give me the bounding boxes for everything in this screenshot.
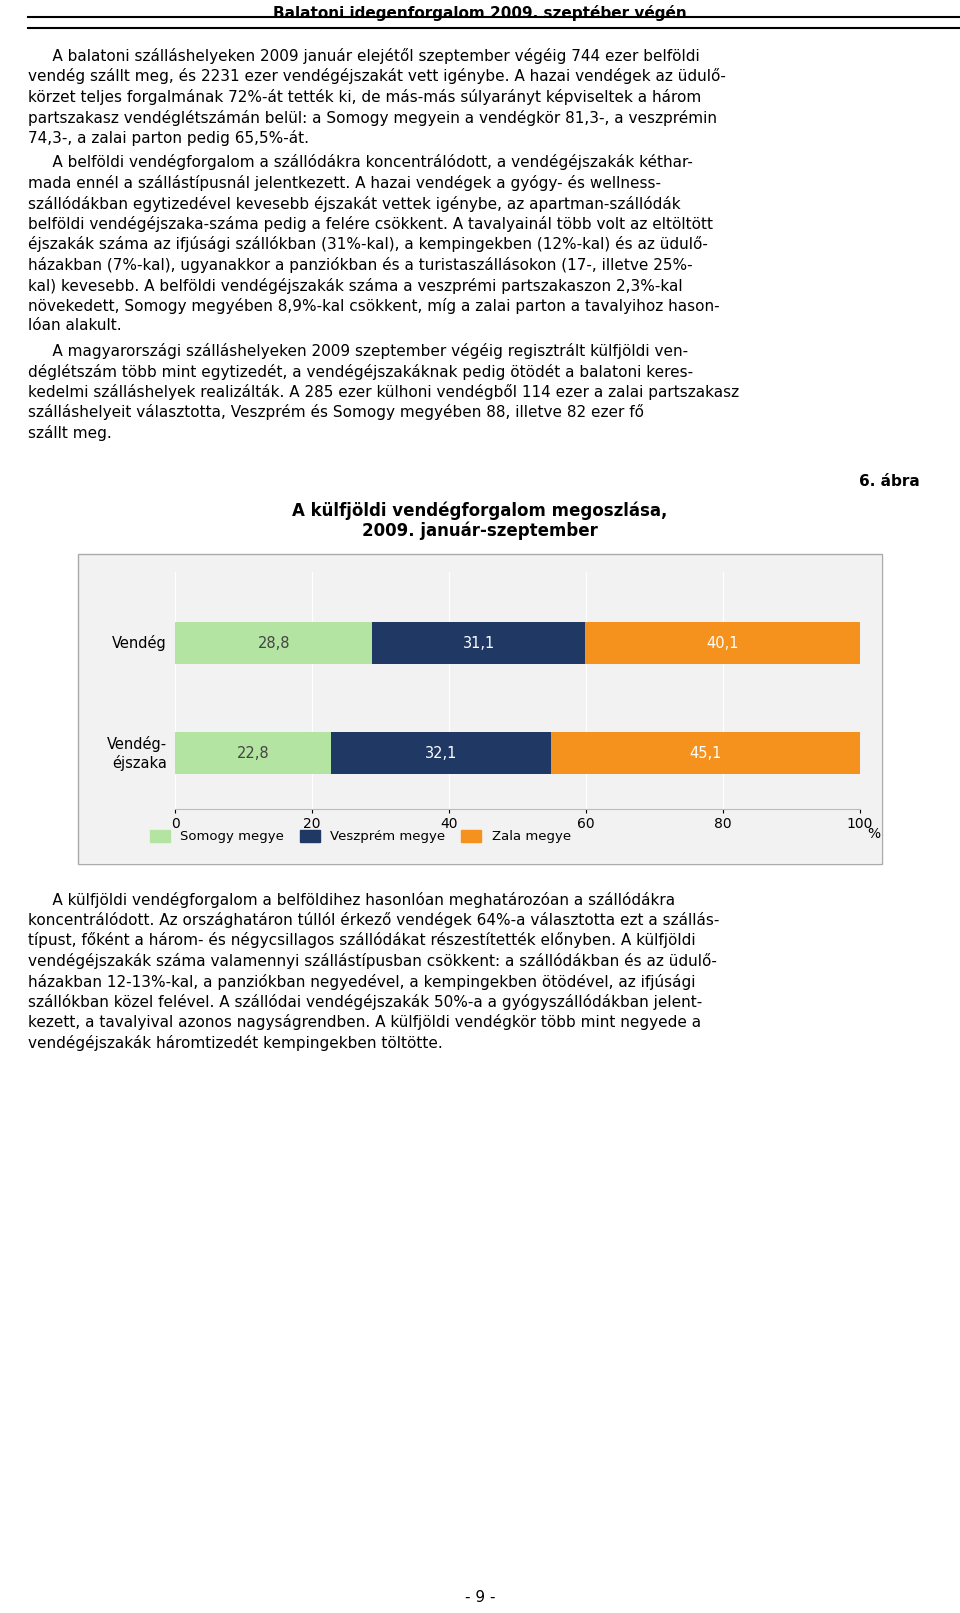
Text: vendégéjszakák háromtizedét kempingekben töltötte.: vendégéjszakák háromtizedét kempingekben… — [28, 1036, 443, 1052]
Text: A belföldi vendégforgalom a szállódákra koncentrálódott, a vendégéjszakák kéthar: A belföldi vendégforgalom a szállódákra … — [28, 155, 693, 171]
Text: vendégéjszakák száma valamennyi szállástípusban csökkent: a szállódákban és az ü: vendégéjszakák száma valamennyi szállást… — [28, 953, 717, 969]
Text: 31,1: 31,1 — [463, 636, 495, 650]
Text: szállódákban egytizedével kevesebb éjszakát vettek igénybe, az apartman-szállódá: szállódákban egytizedével kevesebb éjsza… — [28, 195, 681, 211]
Text: éjszakák száma az ifjúsági szállókban (31%-kal), a kempingekben (12%-kal) és az : éjszakák száma az ifjúsági szállókban (3… — [28, 237, 708, 253]
Text: belföldi vendégéjszaka-száma pedig a felére csökkent. A tavalyainál több volt az: belföldi vendégéjszaka-száma pedig a fel… — [28, 216, 713, 232]
Text: 28,8: 28,8 — [257, 636, 290, 650]
Text: kezett, a tavalyival azonos nagyságrendben. A külfjöldi vendégkör több mint negy: kezett, a tavalyival azonos nagyságrendb… — [28, 1015, 701, 1031]
Text: - 9 -: - 9 - — [465, 1590, 495, 1605]
Text: házakban 12-13%-kal, a panziókban negyedével, a kempingekben ötödével, az ifj: házakban 12-13%-kal, a panziókban negye… — [28, 974, 695, 989]
Bar — [175, 623, 372, 665]
Text: A magyarországi szálláshelyeken 2009 szeptember végéig regisztrált külfjöldi ven: A magyarországi szálláshelyeken 2009 sze… — [28, 344, 688, 360]
Text: A külfjöldi vendégforgalom megoszlása,: A külfjöldi vendégforgalom megoszlása, — [292, 502, 668, 519]
Text: koncentrálódott. Az országhatáron túllól érkező vendégek 64%-a választotta ezt a: koncentrálódott. Az országhatáron túllól… — [28, 911, 719, 927]
Text: szálláshelyeit választotta, Veszprém és Somogy megyében 88, illetve 82 ezer fő: szálláshelyeit választotta, Veszprém és … — [28, 405, 644, 421]
Text: típust, főként a három- és négycsillagos szállódákat részestítették előnyben. A : típust, főként a három- és négycsillagos… — [28, 932, 696, 948]
Legend: Somogy megye, Veszprém megye, Zala megye: Somogy megye, Veszprém megye, Zala megye — [145, 824, 576, 848]
Bar — [551, 732, 860, 774]
Text: 40,1: 40,1 — [707, 636, 739, 650]
Text: déglétszám több mint egytizedét, a vendégéjszakáknak pedig ötödét a balatoni ker: déglétszám több mint egytizedét, a vendé… — [28, 363, 693, 379]
Text: lóan alakult.: lóan alakult. — [28, 318, 122, 334]
Text: 6. ábra: 6. ábra — [859, 474, 920, 489]
Text: 45,1: 45,1 — [689, 745, 722, 761]
Text: A külfjöldi vendégforgalom a belföldihez hasonlóan meghatározóan a szállódákra: A külfjöldi vendégforgalom a belföldihez… — [28, 892, 675, 908]
Text: házakban (7%-kal), ugyanakkor a panziókban és a turistaszállásokon (17-, illetv: házakban (7%-kal), ugyanakkor a panziók… — [28, 256, 692, 273]
Bar — [372, 623, 586, 665]
Text: 2009. január-szeptember: 2009. január-szeptember — [362, 521, 598, 540]
Text: kal) kevesebb. A belföldi vendégéjszakák száma a veszprémi partszakaszon 2,3%-ka: kal) kevesebb. A belföldi vendégéjszakák… — [28, 277, 683, 294]
Text: partszakasz vendéglétszámán belül: a Somogy megyein a vendégkör 81,3-, a veszpré: partszakasz vendéglétszámán belül: a Som… — [28, 110, 717, 126]
Text: körzet teljes forgalmának 72%-át tették ki, de más-más súlyarányt képviseltek a : körzet teljes forgalmának 72%-át tették … — [28, 89, 701, 105]
Text: mada ennél a szállástípusnál jelentkezett. A hazai vendégek a gyógy- és wellness: mada ennél a szállástípusnál jelentkezet… — [28, 174, 661, 190]
Text: vendég szállt meg, és 2231 ezer vendégéjszakát vett igénybe. A hazai vendégek az: vendég szállt meg, és 2231 ezer vendégéj… — [28, 68, 726, 84]
Text: 22,8: 22,8 — [237, 745, 270, 761]
Text: %: % — [867, 827, 880, 842]
Bar — [175, 732, 331, 774]
Text: 74,3-, a zalai parton pedig 65,5%-át.: 74,3-, a zalai parton pedig 65,5%-át. — [28, 131, 309, 147]
Bar — [331, 732, 551, 774]
Text: kedelmi szálláshelyek realizálták. A 285 ezer külhoni vendégből 114 ezer a zalai: kedelmi szálláshelyek realizálták. A 285… — [28, 384, 739, 400]
Text: A balatoni szálláshelyeken 2009 január elejétől szeptember végéig 744 ezer belfö: A balatoni szálláshelyeken 2009 január e… — [28, 48, 700, 65]
Text: szállókban közel felével. A szállódai vendégéjszakák 50%-a a gyógyszállódákban j: szállókban közel felével. A szállódai ve… — [28, 994, 703, 1010]
Bar — [586, 623, 860, 665]
Text: Balatoni idegenforgalom 2009. szeptéber végén: Balatoni idegenforgalom 2009. szeptéber … — [274, 5, 686, 21]
Text: 32,1: 32,1 — [425, 745, 457, 761]
Text: növekedett, Somogy megyében 8,9%-kal csökkent, míg a zalai parton a tavalyihoz h: növekedett, Somogy megyében 8,9%-kal csö… — [28, 298, 720, 315]
Text: szállt meg.: szállt meg. — [28, 424, 111, 440]
